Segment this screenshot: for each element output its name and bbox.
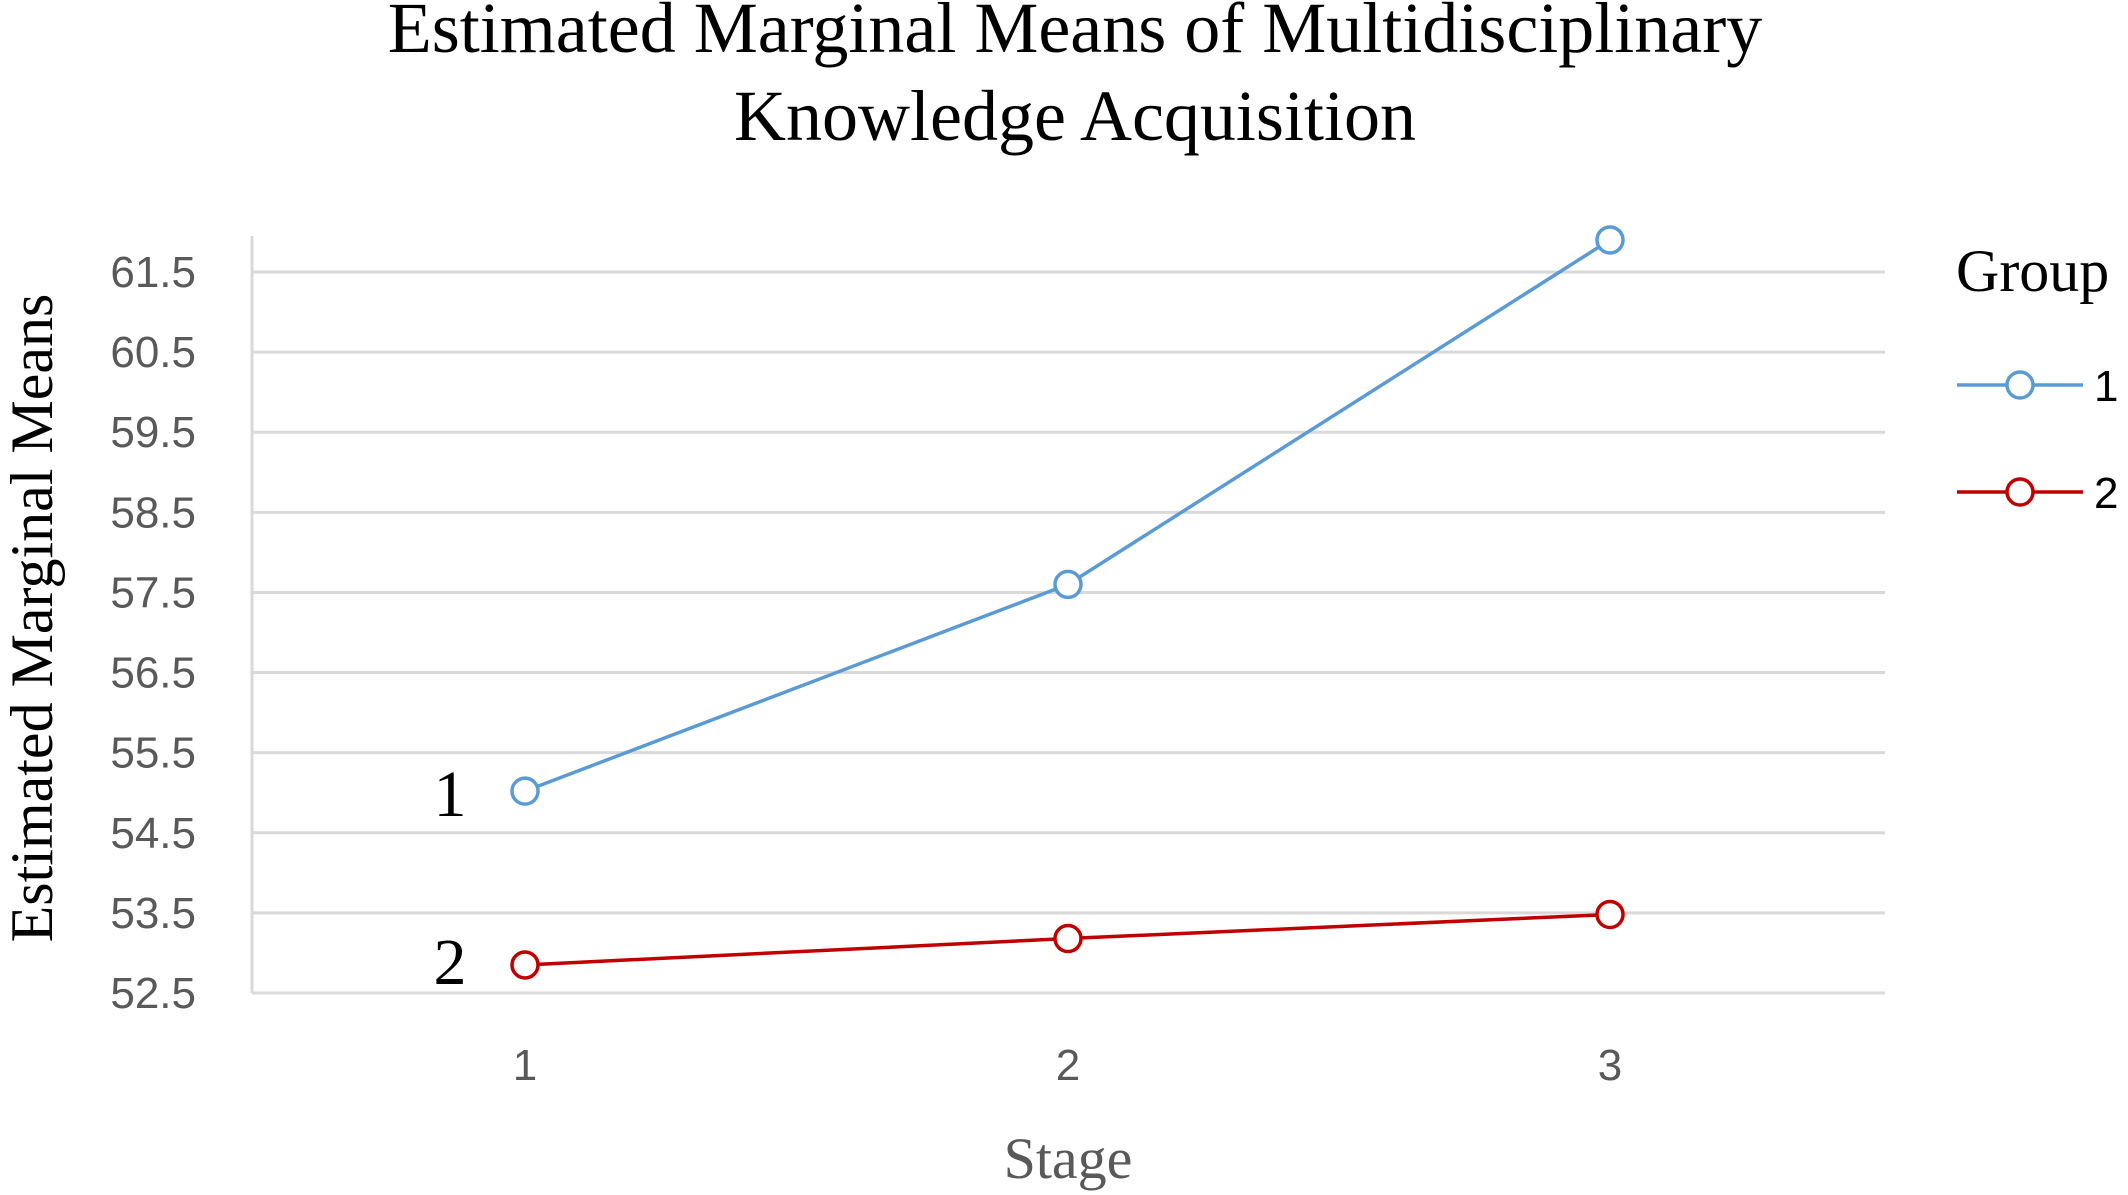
- legend-items: 12: [1957, 362, 2118, 518]
- series-annotation-1: 1: [434, 758, 467, 831]
- gridlines: [250, 236, 1885, 995]
- y-tick-label: 59.5: [110, 408, 196, 457]
- data-point: [510, 950, 540, 980]
- legend: Group 12: [1956, 238, 2118, 518]
- y-tick-label: 54.5: [110, 809, 196, 858]
- legend-marker: [2005, 477, 2035, 507]
- y-tick-label: 57.5: [110, 568, 196, 617]
- y-axis-title: Estimated Marginal Means: [0, 294, 65, 943]
- data-point: [1053, 569, 1083, 600]
- series-annotation-2: 2: [434, 926, 467, 999]
- legend-label: 1: [2094, 362, 2118, 411]
- y-tick-label: 53.5: [110, 889, 196, 938]
- x-tick-label: 3: [1598, 1041, 1622, 1090]
- y-tick-label: 61.5: [110, 248, 196, 297]
- x-tick-labels: 1 2 3: [513, 1041, 1622, 1090]
- legend-item-1: 1: [1957, 362, 2118, 411]
- y-tick-labels: 61.5 60.5 59.5 58.5 57.5 56.5 55.5 54.5 53.5 52.5: [110, 248, 196, 1018]
- data-point: [510, 776, 540, 806]
- y-tick-label: 55.5: [110, 729, 196, 778]
- series-lines: [510, 225, 1625, 980]
- y-tick-label: 60.5: [110, 328, 196, 377]
- x-axis-title: Stage: [1004, 1126, 1133, 1191]
- x-tick-label: 1: [513, 1041, 537, 1090]
- legend-item-2: 2: [1957, 469, 2118, 518]
- y-tick-label: 52.5: [110, 969, 196, 1018]
- legend-marker: [2005, 370, 2035, 400]
- y-tick-label: 58.5: [110, 488, 196, 537]
- legend-label: 2: [2094, 469, 2118, 518]
- data-point: [1595, 899, 1625, 930]
- x-tick-label: 2: [1056, 1041, 1080, 1090]
- y-tick-label: 56.5: [110, 649, 196, 698]
- data-point: [1053, 923, 1083, 954]
- data-point: [1595, 225, 1625, 255]
- chart-title-line2: Knowledge Acquisition: [734, 76, 1416, 156]
- legend-title: Group: [1956, 238, 2109, 304]
- chart-title-line1: Estimated Marginal Means of Multidiscipl…: [388, 0, 1762, 68]
- series-line-1: [524, 238, 1611, 793]
